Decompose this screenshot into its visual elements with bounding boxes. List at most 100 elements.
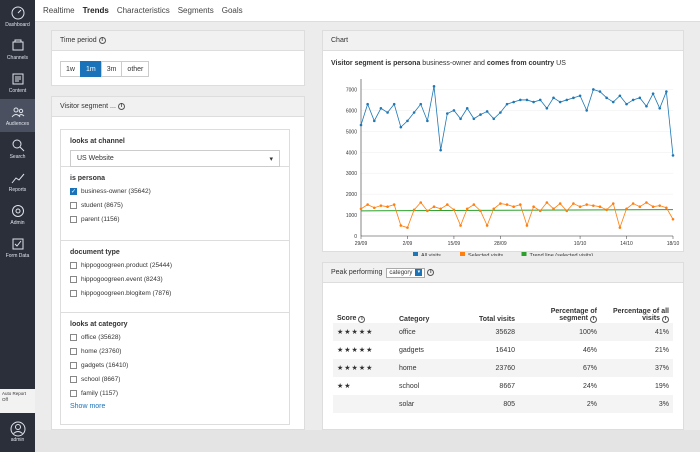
auto-report-toggle[interactable]: Auto Report Off [0, 389, 35, 413]
sidebar-item-admin[interactable]: Admin [0, 198, 35, 231]
checkbox[interactable] [70, 262, 77, 269]
checkbox-label: parent (1156) [81, 216, 120, 223]
info-icon[interactable]: i [662, 316, 669, 323]
checkbox[interactable]: ✓ [70, 188, 77, 195]
data-point [372, 119, 376, 123]
period-button-1w[interactable]: 1w [60, 61, 81, 77]
visitor-segment-panel: Visitor segment ... i looks at channel US… [51, 96, 305, 430]
period-button-1m[interactable]: 1m [79, 61, 102, 77]
sidebar-item-label: Audiences [5, 120, 30, 127]
category-cell: solar [395, 395, 465, 413]
data-point [671, 217, 675, 221]
info-icon[interactable]: i [590, 316, 597, 323]
data-point [372, 206, 376, 210]
subtitle-part: comes from country [486, 60, 555, 67]
checkbox-option[interactable]: home (23760) [70, 347, 289, 356]
table-row: solar 805 2% 3% [333, 395, 673, 413]
peak-dropdown[interactable]: category ▾ [386, 267, 426, 278]
tab-realtime[interactable]: Realtime [43, 6, 75, 15]
channel-title: looks at channel [70, 138, 125, 145]
sidebar-item-content[interactable]: Content [0, 66, 35, 99]
data-point [565, 98, 569, 102]
tab-goals[interactable]: Goals [221, 6, 243, 15]
checkbox-option[interactable]: hippogoogreen.blogitem (7876) [70, 289, 289, 298]
data-point [605, 96, 608, 100]
checkbox-option[interactable]: school (8667) [70, 375, 289, 384]
data-point [658, 204, 662, 207]
info-icon[interactable]: i [98, 37, 106, 44]
checkbox[interactable] [70, 216, 77, 223]
data-point [645, 201, 648, 204]
info-icon[interactable]: i [358, 316, 366, 323]
checkbox[interactable] [70, 334, 77, 341]
data-point [638, 96, 642, 100]
all-pct-cell: 3% [601, 395, 673, 413]
chevron-down-icon: ▾ [415, 269, 423, 276]
checkbox-option[interactable]: hippogoogreen.event (8243) [70, 275, 289, 284]
data-point [439, 207, 442, 211]
sidebar-item-channels[interactable]: Channels [0, 33, 35, 66]
visits-line-chart: 0 1000 2000 3000 4000 5000 6000 7000 29/09 2/09 15… [346, 79, 679, 256]
search-icon [12, 139, 24, 151]
user-menu[interactable]: admin [0, 414, 35, 450]
checkbox-option[interactable]: parent (1156) [70, 215, 289, 224]
data-point [412, 111, 416, 114]
tab-trends[interactable]: Trends [82, 6, 109, 15]
data-point [598, 90, 602, 93]
data-point [645, 104, 648, 108]
data-point [479, 209, 482, 213]
sidebar-item-form-data[interactable]: Form Data [0, 231, 35, 264]
checkbox-option[interactable]: gadgets (16410) [70, 361, 289, 370]
show-more-link[interactable]: Show more [70, 403, 106, 410]
time-period-buttons: 1w 1m 3m other [60, 61, 304, 77]
sidebar-item-audiences[interactable]: Audiences [0, 99, 35, 132]
period-button-3m[interactable]: 3m [100, 61, 123, 77]
data-point [558, 202, 562, 205]
checkbox[interactable] [70, 202, 77, 209]
time-period-header: Time period i [52, 31, 304, 51]
data-point [631, 202, 635, 205]
checkbox[interactable] [70, 376, 77, 383]
checkbox-label: office (35628) [81, 334, 121, 341]
total-cell: 23760 [465, 359, 519, 377]
checkbox-option[interactable]: student (8675) [70, 201, 289, 210]
checkbox-option[interactable]: family (1157) [70, 389, 289, 398]
data-point [558, 100, 562, 104]
all-pct-cell: 21% [654, 346, 669, 354]
category-title: looks at category [70, 321, 128, 328]
data-point [552, 96, 555, 100]
info-icon[interactable]: i [427, 269, 435, 276]
info-icon[interactable]: i [117, 103, 125, 110]
x-tick-label: 14/10 [620, 241, 633, 247]
x-tick-label: 2/09 [403, 241, 413, 247]
checkbox[interactable] [70, 348, 77, 355]
channel-select[interactable]: US Website ▾ [70, 150, 280, 167]
checkbox[interactable] [70, 362, 77, 369]
x-tick-label: 28/09 [494, 241, 507, 247]
data-point [578, 94, 582, 98]
checkbox[interactable] [70, 290, 77, 297]
tab-characteristics[interactable]: Characteristics [116, 6, 170, 15]
period-button-other[interactable]: other [121, 61, 150, 77]
tab-segments[interactable]: Segments [177, 6, 214, 15]
data-point [631, 98, 635, 102]
legend-label: Selected visits [468, 253, 503, 256]
data-point [545, 201, 549, 204]
checkbox-option[interactable]: ✓ business-owner (35642) [70, 187, 289, 196]
checkbox[interactable] [70, 276, 77, 283]
sidebar-item-search[interactable]: Search [0, 132, 35, 165]
data-point [379, 107, 383, 110]
seg-pct-cell: 67% [519, 359, 601, 377]
data-point [552, 207, 555, 211]
checkbox-option[interactable]: hippogoogreen.product (25444) [70, 261, 289, 270]
data-point [366, 203, 369, 206]
data-point [406, 226, 409, 229]
subtitle-part: business-owner and [420, 60, 487, 67]
sidebar-item-dashboard[interactable]: Dashboard [0, 0, 35, 33]
sidebar-item-label: Channels [6, 54, 29, 61]
sidebar-item-reports[interactable]: Reports [0, 165, 35, 198]
checkbox[interactable] [70, 390, 77, 397]
checkbox-option[interactable]: office (35628) [70, 333, 289, 342]
data-point [386, 111, 389, 114]
data-point [359, 207, 363, 211]
